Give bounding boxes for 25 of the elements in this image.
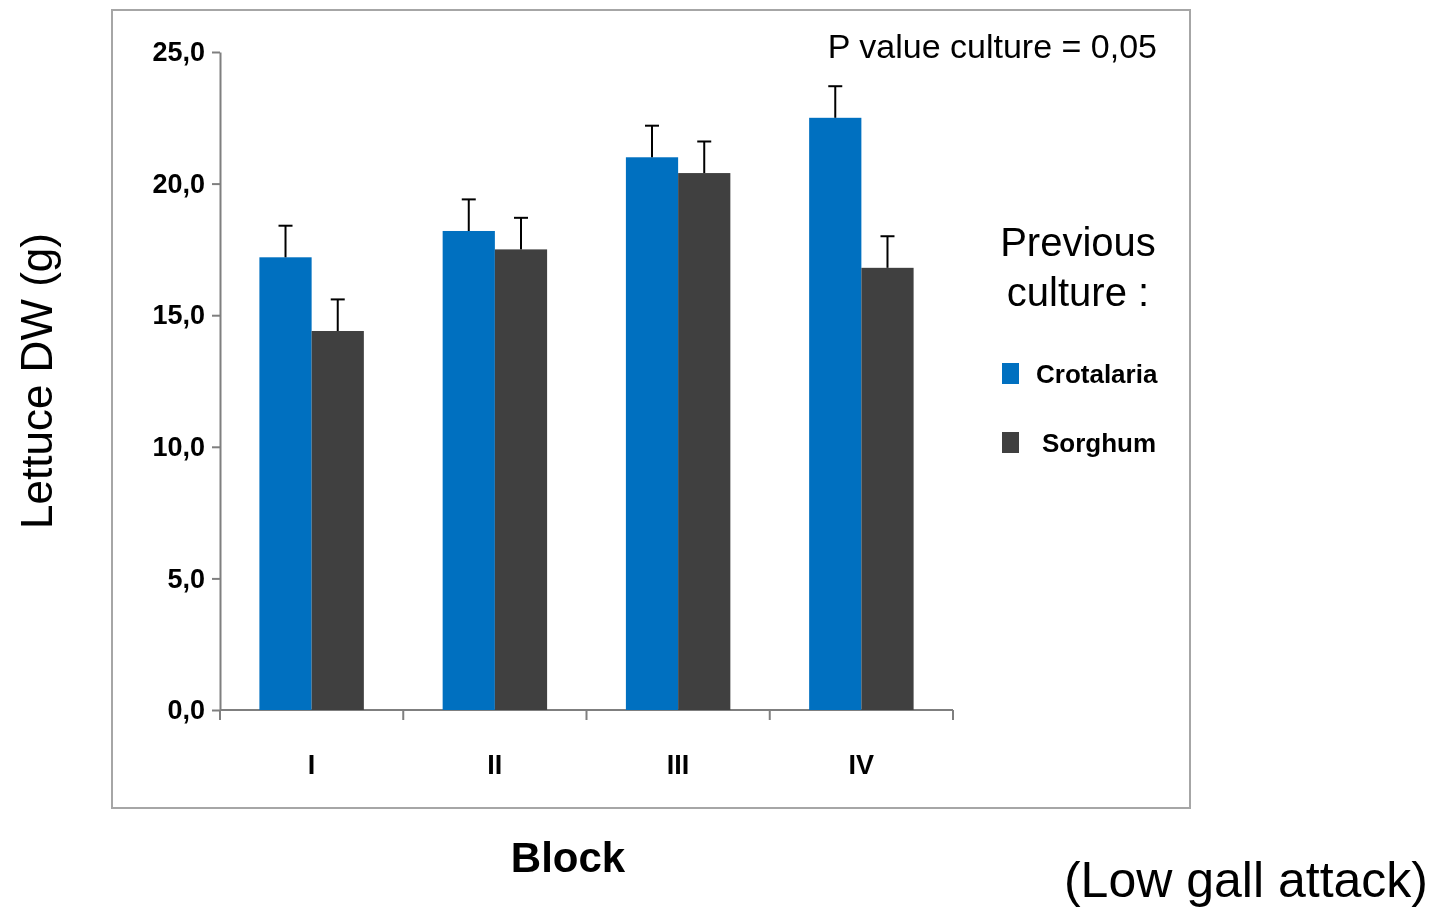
bar xyxy=(809,117,862,710)
x-tick-label: IV xyxy=(848,750,875,780)
bar xyxy=(625,157,679,710)
y-tick-label: 20,0 xyxy=(152,168,205,199)
legend-label: Crotalaria xyxy=(1036,359,1158,389)
y-tick-label: 10,0 xyxy=(152,431,205,462)
y-tick-label: 0,0 xyxy=(167,695,205,726)
bar xyxy=(678,173,731,710)
bar xyxy=(311,330,364,710)
bar xyxy=(861,267,914,710)
legend-label: Sorghum xyxy=(1042,428,1157,458)
x-tick-label: III xyxy=(666,750,690,780)
annotation: P value culture = 0,05 xyxy=(827,27,1157,65)
bar xyxy=(494,249,548,710)
y-tick-label: 15,0 xyxy=(152,300,205,331)
bar xyxy=(259,257,312,710)
y-tick-label: 25,0 xyxy=(152,37,205,68)
x-axis-title: Block xyxy=(510,834,626,881)
text: (Low gall attack) xyxy=(1063,852,1428,908)
legend-title: Previous culture : xyxy=(1000,220,1156,314)
x-tick-label: II xyxy=(487,750,503,780)
x-tick-label: I xyxy=(307,750,316,780)
y-axis-title: Lettuce DW (g) xyxy=(12,233,61,529)
y-tick-label: 5,0 xyxy=(167,563,205,594)
bar xyxy=(442,230,495,710)
